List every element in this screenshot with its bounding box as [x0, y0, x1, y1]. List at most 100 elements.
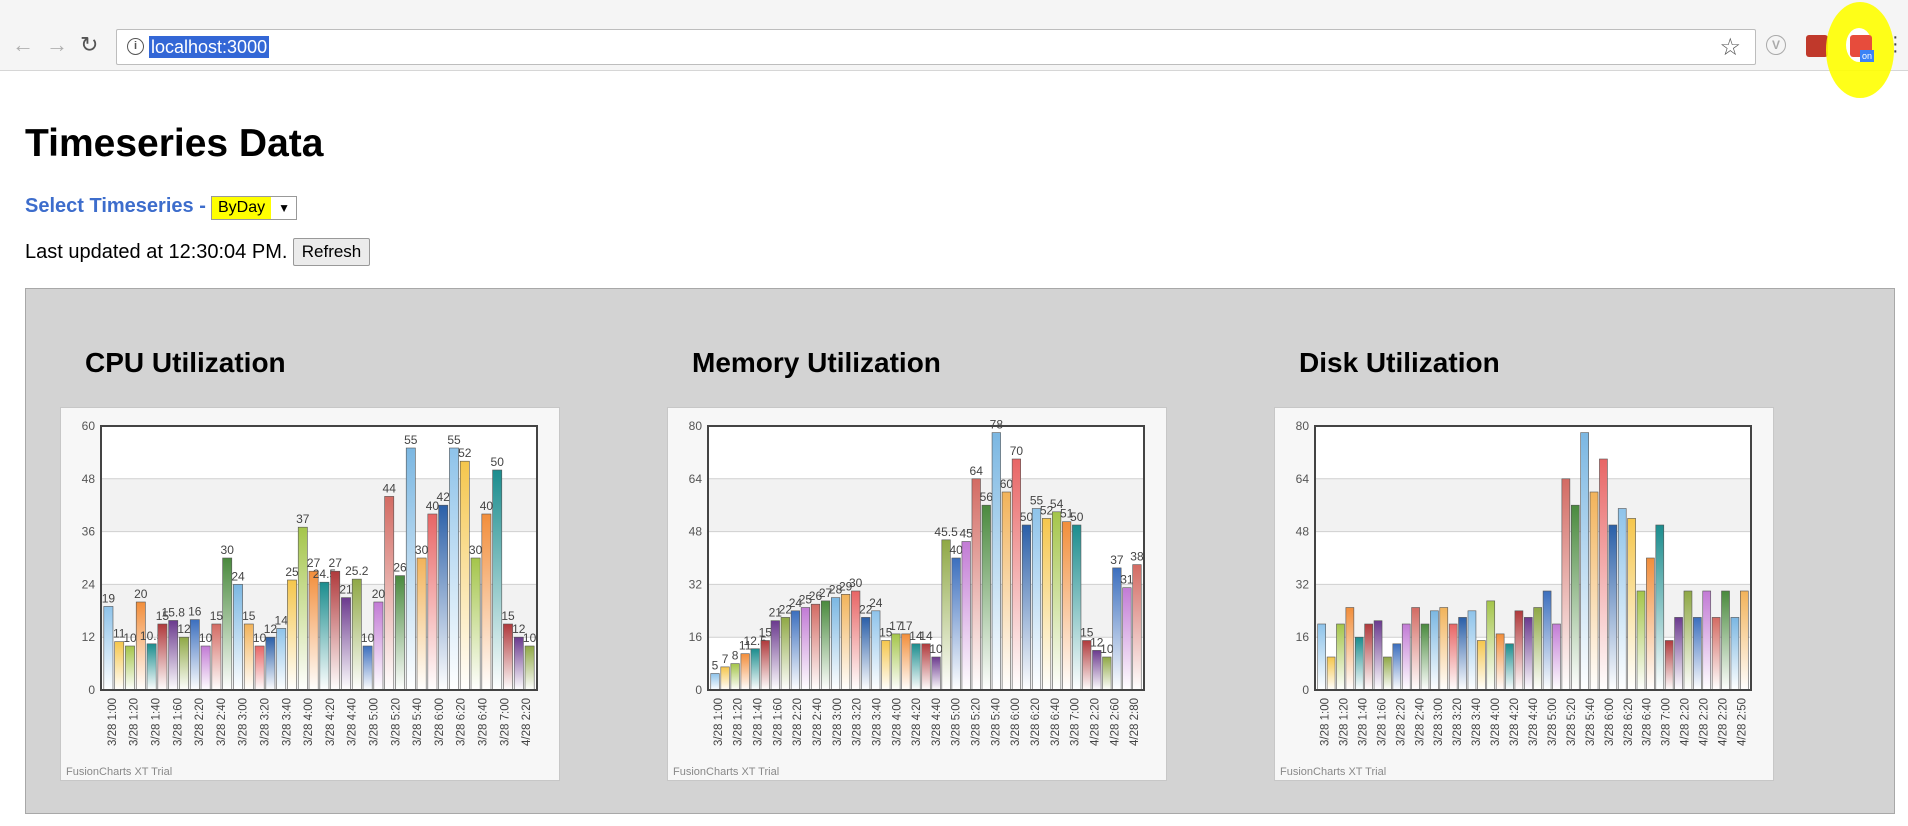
- data-label: 15: [501, 609, 515, 623]
- data-label: 25.2: [345, 564, 369, 578]
- y-tick-label: 64: [689, 472, 703, 486]
- x-tick-label: 4/28 2:20: [1699, 698, 1711, 746]
- bar: [1608, 524, 1618, 691]
- x-tick-label: 3/28 3:40: [1471, 698, 1483, 746]
- bar: [1072, 524, 1082, 691]
- x-tick-label: 3/28 4:00: [891, 698, 903, 746]
- x-tick-label: 3/28 1:20: [1338, 698, 1350, 746]
- bar: [157, 623, 168, 691]
- bar: [1524, 617, 1533, 691]
- bar: [1646, 557, 1655, 691]
- x-tick-label: 3/28 3:00: [832, 698, 844, 746]
- bookmark-star-icon[interactable]: ☆: [1719, 34, 1741, 61]
- data-label: 52: [458, 446, 472, 460]
- data-label: 15: [210, 609, 224, 623]
- x-tick-label: 4/28 2:60: [1109, 698, 1121, 746]
- x-tick-label: 4/28 2:20: [1089, 698, 1101, 746]
- x-tick-label: 3/28 5:40: [1585, 698, 1597, 746]
- extension-icon[interactable]: [1806, 35, 1828, 57]
- extension-v-icon[interactable]: V: [1766, 35, 1786, 55]
- data-label: 40: [480, 499, 494, 513]
- disk-chart-title: Disk Utilization: [1299, 347, 1500, 378]
- bar: [861, 617, 871, 691]
- bar: [1122, 587, 1132, 691]
- x-tick-label: 3/28 3:20: [852, 698, 864, 746]
- url-text[interactable]: localhost:3000: [149, 36, 270, 58]
- plot-border: [707, 425, 1145, 691]
- bar: [951, 557, 961, 691]
- refresh-button[interactable]: Refresh: [293, 238, 370, 266]
- timeseries-select-value[interactable]: ByDay: [212, 197, 272, 219]
- forward-icon[interactable]: →: [46, 32, 68, 57]
- data-label: 25: [285, 565, 299, 579]
- data-label: 15: [759, 626, 773, 640]
- x-tick-label: 3/28 4:20: [911, 698, 923, 746]
- browser-menu-icon[interactable]: · · ·: [1892, 26, 1899, 62]
- bar: [1599, 458, 1608, 691]
- bar: [780, 617, 790, 691]
- y-tick-label: 64: [1296, 472, 1310, 486]
- charts-panel: CPU Utilization Memory Utilization Disk …: [25, 288, 1895, 814]
- data-label: 29: [839, 579, 853, 593]
- data-label: 10: [253, 631, 267, 645]
- x-tick-label: 3/28 6:20: [456, 698, 468, 746]
- data-label: 12: [512, 622, 526, 636]
- bar: [1439, 607, 1449, 691]
- x-tick-label: 3/28 6:00: [1010, 698, 1022, 746]
- data-label: 50: [491, 455, 505, 469]
- data-label: 37: [296, 512, 310, 526]
- x-tick-label: 3/28 6:00: [1604, 698, 1616, 746]
- grid-band: [708, 478, 1144, 532]
- bar: [1561, 478, 1571, 691]
- data-label: 24: [869, 596, 883, 610]
- data-label: 56: [980, 490, 994, 504]
- bar: [1617, 508, 1627, 691]
- bar: [911, 643, 921, 691]
- timeseries-select[interactable]: ByDay ▼: [211, 196, 297, 220]
- bar: [971, 478, 981, 691]
- chevron-down-icon[interactable]: ▼: [278, 201, 290, 215]
- x-tick-label: 3/28 4:40: [1528, 698, 1540, 746]
- info-icon[interactable]: i: [127, 38, 144, 55]
- reload-icon[interactable]: ↻: [80, 32, 99, 57]
- bar: [810, 603, 821, 691]
- x-tick-label: 4/28 2:20: [1680, 698, 1692, 746]
- x-tick-label: 3/28 7:00: [1661, 698, 1673, 746]
- bar: [1721, 590, 1730, 691]
- data-label: 12: [1090, 635, 1104, 649]
- data-label: 30: [415, 543, 429, 557]
- data-label: 30: [469, 543, 483, 557]
- back-icon[interactable]: ←: [12, 32, 34, 57]
- bar: [1533, 607, 1542, 691]
- x-tick-label: 3/28 2:20: [194, 698, 206, 746]
- data-label: 7: [722, 652, 729, 666]
- bar: [981, 504, 991, 691]
- address-bar[interactable]: i localhost:3000 ☆: [116, 29, 1756, 65]
- bar: [308, 570, 319, 691]
- x-tick-label: 3/28 5:40: [412, 698, 424, 746]
- data-label: 26: [393, 561, 407, 575]
- x-tick-label: 3/28 3:20: [1452, 698, 1464, 746]
- x-tick-label: 3/28 3:40: [281, 698, 293, 746]
- y-tick-label: 12: [82, 630, 96, 644]
- data-label: 26: [809, 589, 823, 603]
- bar: [1477, 640, 1486, 691]
- x-tick-label: 3/28 1:40: [151, 698, 163, 746]
- chart-watermark: FusionCharts XT Trial: [673, 766, 780, 778]
- x-tick-label: 3/28 2:40: [1414, 698, 1426, 746]
- bar: [1326, 656, 1336, 691]
- bar: [1730, 617, 1740, 691]
- x-tick-label: 3/28 4:40: [931, 698, 943, 746]
- data-label: 45: [960, 527, 974, 541]
- x-tick-label: 3/28 1:60: [772, 698, 784, 746]
- bar: [891, 633, 901, 691]
- bar: [730, 663, 740, 691]
- y-tick-label: 60: [82, 419, 96, 433]
- x-tick-label: 3/28 3:20: [260, 698, 272, 746]
- grid-band: [1315, 478, 1751, 532]
- data-label: 15: [156, 609, 170, 623]
- bar: [265, 636, 276, 691]
- bar: [1052, 511, 1062, 691]
- y-tick-label: 0: [88, 683, 95, 697]
- data-label: 12: [264, 622, 278, 636]
